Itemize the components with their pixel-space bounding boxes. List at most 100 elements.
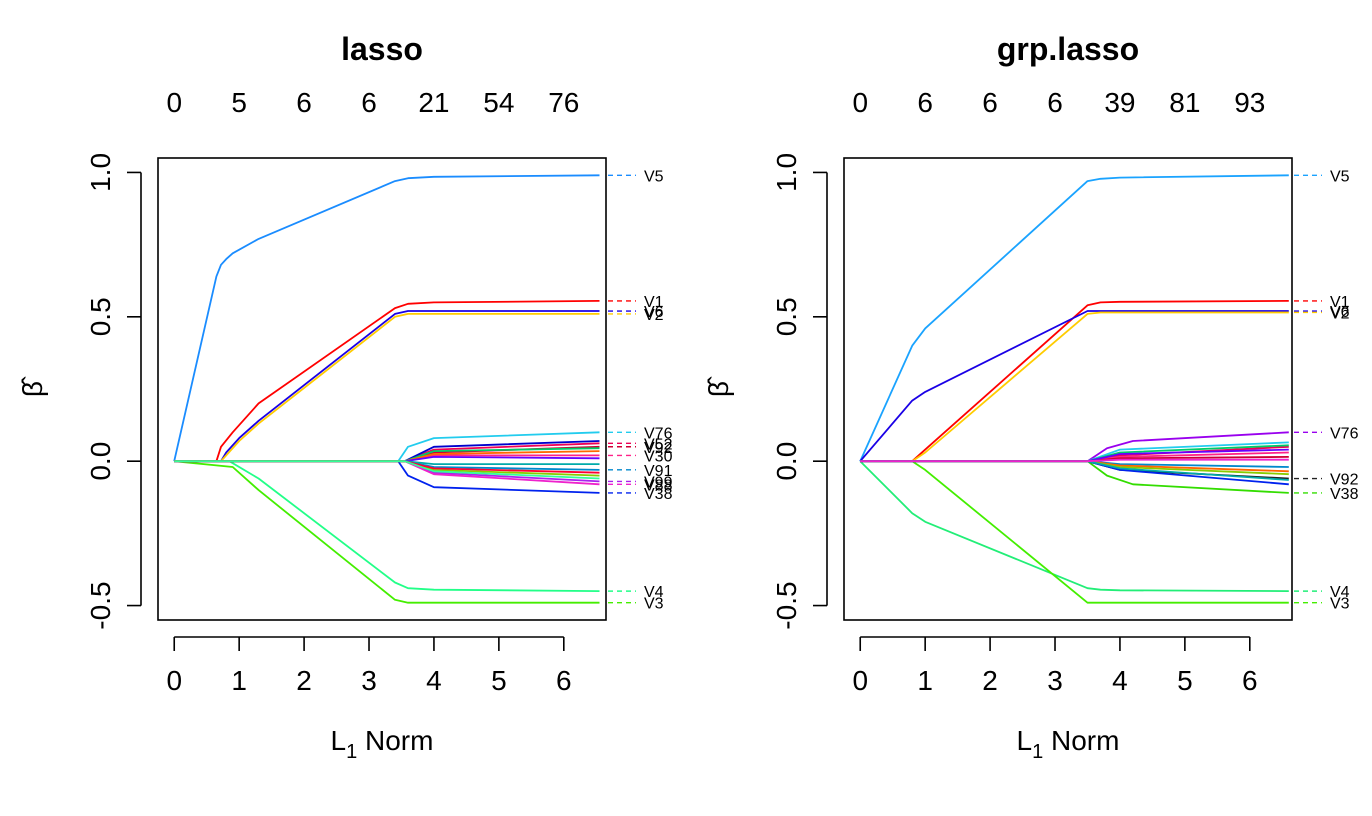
x-tick-label: 6 — [556, 665, 572, 696]
top-axis: 0 6 6 6 39 81 93 — [852, 87, 1265, 118]
series-label: V3 — [1330, 596, 1350, 613]
x-axis-label-main: L — [1017, 725, 1033, 756]
top-axis: 0 5 6 6 21 54 76 — [166, 87, 579, 118]
top-axis-label: 21 — [418, 87, 449, 118]
x-tick-label: 5 — [491, 665, 507, 696]
series-line-v1 — [174, 300, 600, 463]
plot-frame — [843, 157, 1293, 621]
top-axis-label: 6 — [982, 87, 998, 118]
y-tick-label: -0.5 — [771, 581, 802, 629]
plot-frame — [157, 157, 607, 621]
y-axis-label: β̂ — [703, 376, 734, 397]
y-tick-label: 0.0 — [85, 442, 116, 481]
x-tick-label: 5 — [1177, 665, 1193, 696]
series-label: V3 — [644, 596, 664, 613]
x-tick-label: 1 — [917, 665, 933, 696]
y-axis: -0.5 0.0 0.5 1.0 — [85, 153, 142, 630]
series-label: V76 — [1330, 425, 1359, 442]
top-axis-label: 0 — [166, 87, 182, 118]
top-axis-label: 6 — [1047, 87, 1063, 118]
series-label: V91 — [644, 463, 673, 480]
series-label: V99 — [644, 474, 673, 491]
x-tick-label: 4 — [426, 665, 442, 696]
series-line-v6 — [174, 310, 600, 463]
series-label: V2 — [1330, 305, 1350, 322]
series-line-unnamed-14 — [860, 460, 1289, 486]
series-line-unnamed-20 — [860, 458, 1289, 463]
series-label: V76 — [644, 425, 673, 442]
x-tick-label: 2 — [982, 665, 998, 696]
x-axis-label: L1 Norm — [1017, 725, 1120, 763]
x-axis-label-suffix: Norm — [1043, 725, 1119, 756]
series-line-v2 — [174, 312, 600, 463]
series-lines — [859, 174, 1289, 604]
top-axis-label: 0 — [852, 87, 868, 118]
x-axis-label: L1 Norm — [331, 725, 434, 763]
x-axis-label-subscript: 1 — [346, 741, 357, 763]
series-line-v3 — [860, 460, 1289, 604]
series-line-unnamed-21 — [174, 460, 600, 480]
x-tick-label: 1 — [231, 665, 247, 696]
series-line-v6 — [859, 310, 1289, 462]
x-axis: 0 1 2 3 4 5 6 — [852, 636, 1258, 696]
x-axis: 0 1 2 3 4 5 6 — [166, 636, 572, 696]
series-line-v5 — [859, 174, 1289, 462]
top-axis-label: 6 — [361, 87, 377, 118]
y-tick-label: 0.5 — [771, 297, 802, 336]
series-label: V1 — [1330, 294, 1350, 311]
series-label: V6 — [1330, 304, 1350, 321]
x-tick-label: 4 — [1112, 665, 1128, 696]
series-label: V4 — [644, 584, 664, 601]
top-axis-label: 6 — [917, 87, 933, 118]
series-label: V5 — [644, 168, 664, 185]
series-label: V88 — [644, 477, 673, 494]
series-line-v5 — [173, 174, 600, 462]
y-tick-label: 1.0 — [771, 153, 802, 192]
chart-title: grp.lasso — [997, 31, 1139, 67]
x-axis-label-suffix: Norm — [357, 725, 433, 756]
top-axis-label: 54 — [483, 87, 514, 118]
x-tick-label: 3 — [361, 665, 377, 696]
y-axis-label: β̂ — [17, 376, 48, 397]
series-label: V5 — [1330, 168, 1350, 185]
top-axis-label: 5 — [231, 87, 247, 118]
y-tick-label: -0.5 — [85, 581, 116, 629]
x-tick-label: 0 — [852, 665, 868, 696]
x-axis-label-main: L — [331, 725, 347, 756]
series-label: V92 — [644, 440, 673, 457]
y-axis: -0.5 0.0 0.5 1.0 — [771, 153, 828, 630]
top-axis-label: 81 — [1169, 87, 1200, 118]
y-tick-label: 0.5 — [85, 297, 116, 336]
series-label: V30 — [644, 448, 673, 465]
y-tick-label: 0.0 — [771, 442, 802, 481]
series-lines — [173, 174, 600, 604]
top-axis-label: 39 — [1104, 87, 1135, 118]
top-axis-label: 93 — [1234, 87, 1265, 118]
series-label: V52 — [644, 436, 673, 453]
x-tick-label: 0 — [166, 665, 182, 696]
series-line-v4 — [859, 460, 1289, 592]
series-label: V4 — [1330, 584, 1350, 601]
top-axis-label: 76 — [548, 87, 579, 118]
x-tick-label: 3 — [1047, 665, 1063, 696]
series-label: V1 — [644, 294, 664, 311]
series-label: V92 — [1330, 472, 1359, 489]
series-label: V38 — [644, 486, 673, 503]
series-label: V38 — [1330, 486, 1359, 503]
series-line-v3 — [174, 460, 600, 604]
series-label: V6 — [644, 304, 664, 321]
top-axis-label: 6 — [296, 87, 312, 118]
x-tick-label: 2 — [296, 665, 312, 696]
y-tick-label: 1.0 — [85, 153, 116, 192]
x-axis-label-subscript: 1 — [1032, 741, 1043, 763]
x-tick-label: 6 — [1242, 665, 1258, 696]
series-line-unnamed-17 — [860, 460, 1289, 476]
series-line-v2 — [860, 311, 1289, 463]
series-label: V2 — [644, 307, 664, 324]
